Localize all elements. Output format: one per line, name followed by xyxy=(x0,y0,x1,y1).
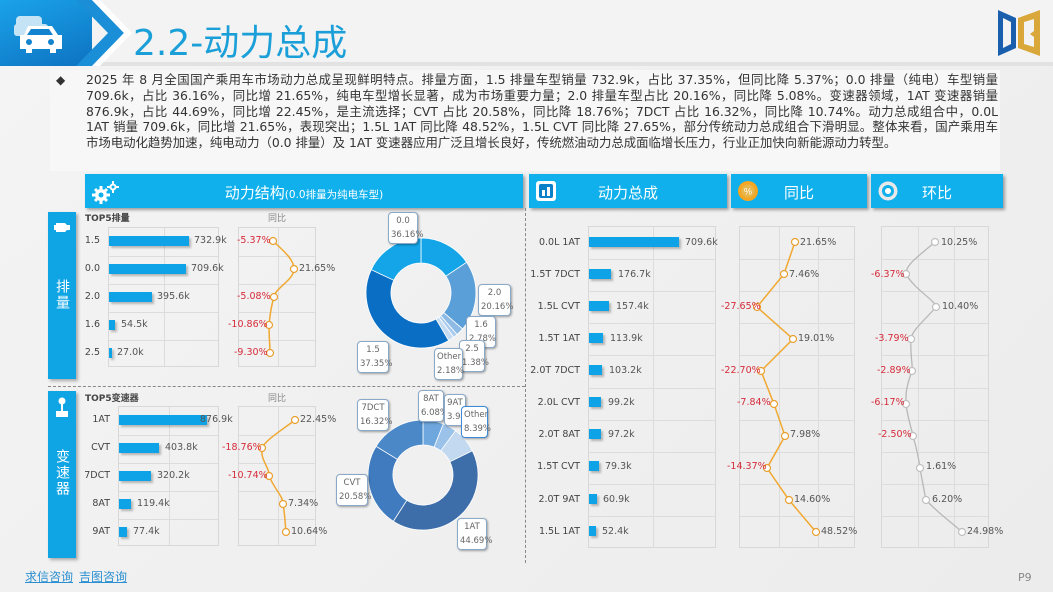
page-number: P9 xyxy=(1018,571,1032,584)
gears-icon xyxy=(92,181,119,204)
section-title-mom: 环比 xyxy=(921,184,952,202)
bar xyxy=(589,301,609,311)
bar xyxy=(109,320,115,330)
section-title-powertrain: 动力总成 xyxy=(597,184,658,202)
summary-text: 2025 年 8 月全国国产乘用车市场动力总成呈现鲜明特点。排量方面，1.5 排… xyxy=(86,72,998,151)
side-label-text: 排量 xyxy=(54,279,70,311)
footer-links: 求信咨询 吉图咨询 xyxy=(25,568,133,585)
footer-link-qiuxin[interactable]: 求信咨询 xyxy=(25,570,74,584)
section-title-yoy: 同比 xyxy=(783,184,814,202)
chart-title-yoy: 同比 xyxy=(268,214,287,224)
bar xyxy=(589,429,601,439)
section-header-structure: 动力结构(0.0排量为纯电车型) xyxy=(85,174,523,208)
pie-label: 1.5 37.35% xyxy=(357,341,392,373)
bar xyxy=(589,526,596,536)
db-logo xyxy=(998,10,1040,56)
bar xyxy=(109,292,152,302)
side-label-text: 变速器 xyxy=(54,449,70,497)
bar-chart-transmission xyxy=(118,406,219,546)
bar xyxy=(589,269,611,279)
bar xyxy=(119,471,151,481)
pie-label: Other 2.18% xyxy=(434,348,464,380)
bar xyxy=(109,264,186,274)
bar xyxy=(119,527,127,537)
chart-title-top5-displacement: TOP5排量 xyxy=(85,214,130,224)
ring-icon xyxy=(878,181,898,201)
pie-label: 8AT 6.08% xyxy=(418,390,448,422)
divider-vertical xyxy=(525,208,526,563)
bar xyxy=(119,443,159,453)
footer-link-jitu[interactable]: 吉图咨询 xyxy=(79,570,128,584)
divider-horizontal xyxy=(48,386,525,387)
bar xyxy=(589,494,597,504)
gear-shift-icon xyxy=(56,397,68,417)
page-title: 2.2-动力总成 xyxy=(133,23,348,64)
bar xyxy=(589,397,601,407)
pie-label: 1AT 44.69% xyxy=(457,518,492,550)
pie-label: 2.0 20.16% xyxy=(478,284,513,316)
header: 2.2-动力总成 xyxy=(0,0,1053,66)
bar-chart-powertrain xyxy=(588,226,716,548)
chart-title-yoy: 同比 xyxy=(268,394,287,404)
side-label-displacement: 排量 xyxy=(48,212,76,379)
bar xyxy=(589,365,602,375)
bar-chart-displacement xyxy=(108,227,219,367)
bar xyxy=(589,237,679,247)
bar xyxy=(109,348,112,358)
bullet-icon: ◆ xyxy=(56,73,66,87)
engine-icon xyxy=(54,223,70,232)
car-icon xyxy=(14,16,62,53)
section-title-structure: 动力结构 xyxy=(224,184,285,202)
section-header-powertrain: 动力总成 xyxy=(529,174,727,208)
percent-icon: % xyxy=(738,181,758,201)
pie-label: 7DCT 16.32% xyxy=(357,399,392,431)
side-label-transmission: 变速器 xyxy=(48,391,76,558)
section-header-yoy: % 同比 xyxy=(731,174,867,208)
chevron-decoration xyxy=(76,0,132,66)
section-subtitle-structure: (0.0排量为纯电车型) xyxy=(284,189,384,201)
donut-chart-displacement xyxy=(365,237,477,349)
summary-box: ◆ 2025 年 8 月全国国产乘用车市场动力总成呈现鲜明特点。排量方面，1.5… xyxy=(50,70,1000,171)
pie-label: 0.0 36.16% xyxy=(388,212,423,244)
bar xyxy=(119,415,207,425)
chart-title-top5-transmission: TOP5变速器 xyxy=(85,394,139,404)
bar xyxy=(119,499,131,509)
section-header-mom: 环比 xyxy=(871,174,1003,208)
bar-chart-icon xyxy=(536,181,556,201)
header-icon-block xyxy=(0,0,92,66)
pie-label: CVT 20.58% xyxy=(336,474,371,506)
svg-text:%: % xyxy=(744,187,752,197)
bar xyxy=(589,333,603,343)
pie-label: Other 8.39% xyxy=(461,406,491,438)
bar xyxy=(589,461,599,471)
donut-chart-transmission xyxy=(367,419,479,531)
bar xyxy=(109,236,189,246)
